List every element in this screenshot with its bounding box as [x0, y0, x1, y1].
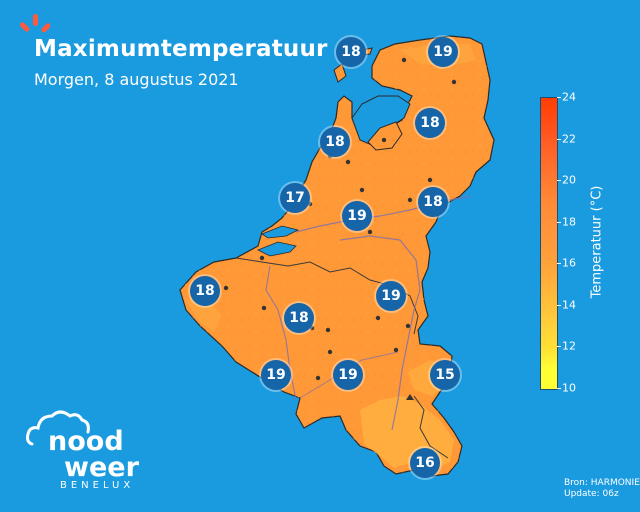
tick-label: 16	[562, 256, 576, 270]
temp-marker-limburg[interactable]: 19	[376, 281, 406, 311]
temp-marker-belgian-coast[interactable]: 18	[190, 276, 220, 306]
temp-marker-achterhoek[interactable]: 18	[418, 187, 448, 217]
tick-label: 20	[562, 173, 576, 187]
zeeland-water	[261, 225, 300, 239]
temp-marker-texel[interactable]: 18	[336, 37, 366, 67]
temp-marker-namur[interactable]: 19	[333, 360, 363, 390]
summit-icon	[406, 394, 414, 400]
logo-line2: weer	[64, 452, 140, 483]
source-info: Bron: HARMONIE Update: 06z	[564, 478, 640, 500]
tick-label: 10	[562, 381, 576, 395]
tick-label: 12	[562, 339, 576, 353]
temp-marker-ijsselmeer[interactable]: 18	[415, 108, 445, 138]
source-update: Update: 06z	[564, 489, 619, 499]
tick-label: 22	[562, 132, 576, 146]
logo-line1: nood	[48, 426, 124, 457]
tick-label: 24	[562, 90, 576, 104]
temp-marker-luxembourg[interactable]: 16	[410, 448, 440, 478]
wadden-island	[333, 63, 347, 83]
temp-marker-ardennes[interactable]: 15	[430, 360, 460, 390]
temp-marker-noord-holland[interactable]: 18	[320, 127, 350, 157]
river-meuse	[339, 235, 421, 431]
temp-marker-groningen[interactable]: 19	[428, 37, 458, 67]
tick-label: 14	[562, 298, 576, 312]
temp-marker-flanders[interactable]: 18	[284, 303, 314, 333]
logo-tagline: BENELUX	[60, 480, 135, 491]
colorbar-label: Temperatuur (°C)	[589, 185, 605, 299]
zeeland-water	[257, 241, 297, 257]
sun-rays-icon	[20, 14, 50, 33]
source-model: Bron: HARMONIE	[564, 478, 640, 488]
page-title: Maximumtemperatuur	[34, 36, 328, 62]
be-lu-border	[413, 395, 449, 459]
temp-marker-utrecht[interactable]: 19	[342, 201, 372, 231]
nl-be-border	[235, 257, 419, 335]
temp-marker-zeeland[interactable]: 17	[280, 183, 310, 213]
page-subtitle: Morgen, 8 augustus 2021	[34, 70, 239, 89]
tick-label: 18	[562, 215, 576, 229]
cool-zone	[186, 296, 222, 332]
temp-marker-hainaut[interactable]: 19	[261, 360, 291, 390]
flevoland	[367, 121, 403, 151]
temperature-colorbar	[540, 97, 558, 390]
river-scheldt	[265, 265, 297, 401]
noodweer-logo: nood weer	[26, 410, 140, 483]
cool-zone	[360, 396, 454, 470]
